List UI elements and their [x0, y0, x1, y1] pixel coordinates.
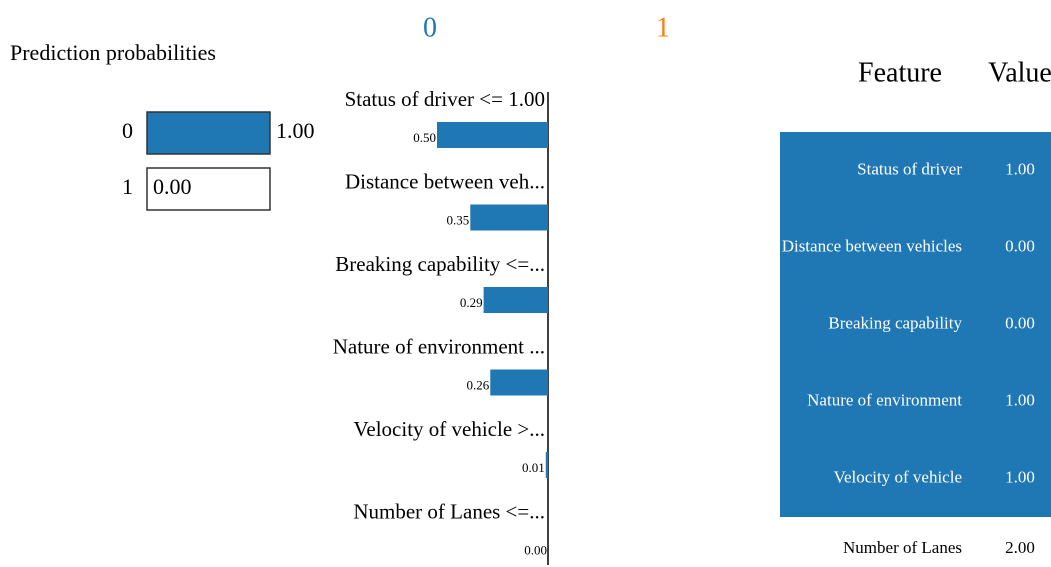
feature-cell: Number of Lanes [843, 538, 962, 557]
table-header: Value [988, 57, 1051, 88]
weight-label: 0.35 [447, 212, 470, 227]
table-header: Feature [858, 57, 942, 88]
feature-label: Distance between veh... [345, 169, 545, 193]
weight-bar [470, 204, 548, 231]
value-cell: 1.00 [1005, 390, 1035, 409]
value-cell: 1.00 [1005, 159, 1035, 178]
prob-title: Prediction probabilities [10, 40, 216, 65]
row-highlight [780, 363, 1051, 440]
feature-cell: Breaking capability [828, 313, 962, 332]
row-highlight [780, 286, 1051, 363]
class-name: 0 [423, 12, 437, 43]
feature-label: Status of driver <= 1.00 [345, 87, 545, 111]
prob-frame [146, 167, 271, 211]
value-cell: 0.00 [1005, 236, 1035, 255]
row-highlight [780, 132, 1051, 209]
class-label: 1 [122, 174, 133, 199]
feature-label: Velocity of vehicle >... [354, 417, 545, 441]
feature-label: Breaking capability <=... [335, 252, 545, 276]
value-cell: 0.00 [1005, 313, 1035, 332]
weight-bar [437, 122, 548, 148]
prob-bar [147, 112, 270, 154]
weight-bar [490, 369, 548, 396]
feature-label: Number of Lanes <=... [353, 499, 545, 523]
feature-cell: Velocity of vehicle [834, 467, 962, 486]
prob-frame [146, 111, 271, 155]
class-name: 1 [656, 12, 670, 43]
prob-value: 1.00 [276, 118, 315, 143]
weight-label: 0.01 [522, 460, 545, 475]
weight-label: 0.50 [413, 130, 436, 145]
row-highlight [780, 440, 1051, 517]
feature-cell: Nature of environment [807, 390, 962, 409]
weight-bar [483, 287, 548, 313]
weight-bar [545, 452, 548, 478]
row-highlight [780, 209, 1051, 286]
prob-value: 0.00 [153, 174, 192, 199]
weight-label: 0.26 [467, 377, 490, 392]
value-cell: 2.00 [1005, 538, 1035, 557]
weight-label: 0.29 [460, 295, 483, 310]
value-cell: 1.00 [1005, 467, 1035, 486]
feature-label: Nature of environment ... [333, 334, 545, 358]
class-label: 0 [122, 118, 133, 143]
feature-cell: Distance between vehicles [782, 236, 962, 255]
weight-label: 0.00 [524, 542, 547, 557]
feature-cell: Status of driver [857, 159, 962, 178]
